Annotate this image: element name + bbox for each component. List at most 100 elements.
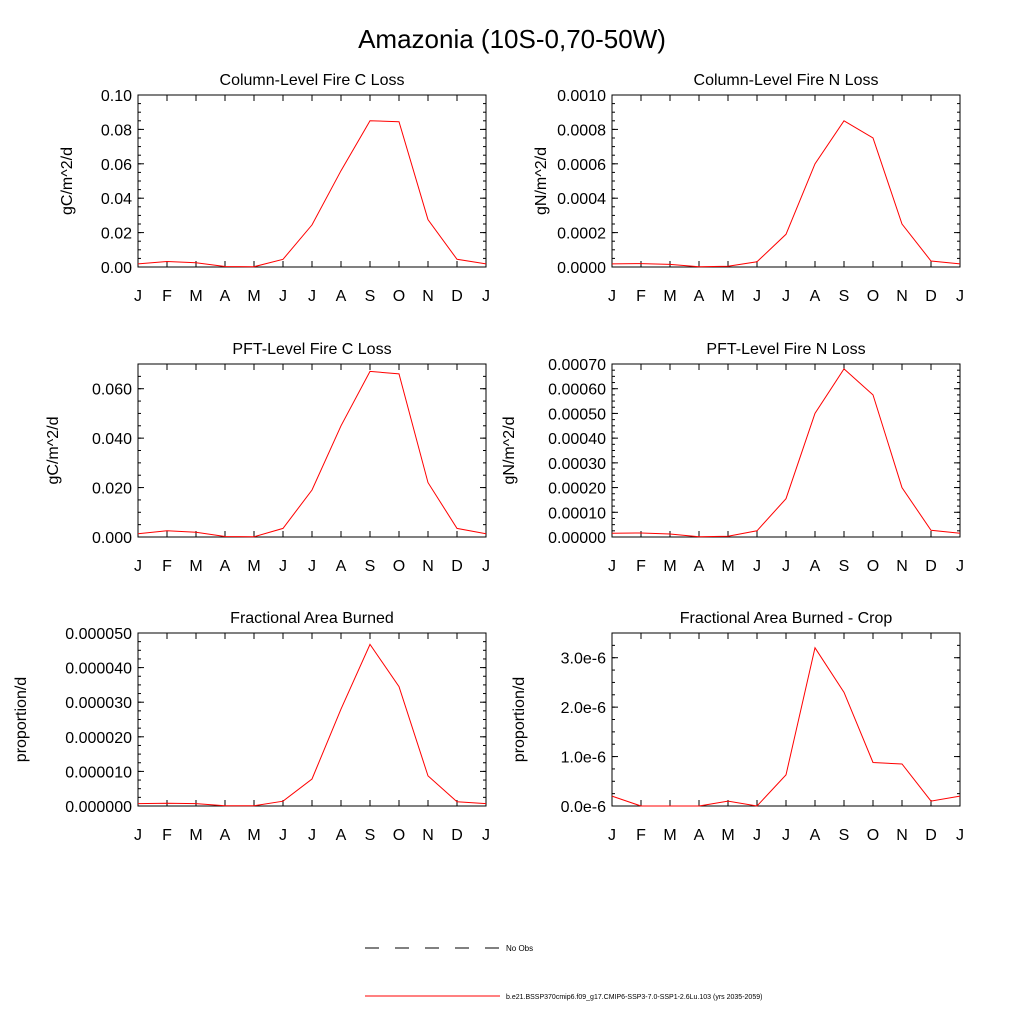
x-tick-label: F	[162, 288, 172, 305]
x-tick-label: D	[925, 827, 937, 844]
series-line	[611, 120, 961, 268]
x-tick-label: A	[810, 288, 821, 305]
chart-panel-3: PFT-Level Fire C Loss 0.000 0.020 0.040 0.06…	[45, 341, 490, 575]
y-tick-label: 0.00070	[548, 357, 606, 374]
x-tick-label: N	[896, 288, 908, 305]
x-tick-label: O	[867, 288, 879, 305]
panel-title: PFT-Level Fire N Loss	[706, 341, 865, 358]
plot-frame	[137, 363, 487, 538]
y-tick-label: 0.0010	[557, 88, 606, 105]
y-axis-label: gC/m^2/d	[45, 417, 62, 485]
x-tick-label: J	[753, 288, 761, 305]
y-tick-label: 0.0002	[557, 226, 606, 243]
y-tick-label: 0.000030	[65, 695, 132, 712]
x-tick-label: J	[753, 827, 761, 844]
x-tick-label: M	[189, 827, 202, 844]
x-tick-label: N	[422, 827, 434, 844]
legend-model-label: b.e21.BSSP370cmip6.f09_g17.CMIP6-SSP3-7.…	[506, 994, 762, 1001]
x-tick-label: M	[663, 558, 676, 575]
y-tick-label: 0.000020	[65, 730, 132, 747]
y-tick-label: 0.000040	[65, 661, 132, 678]
x-tick-label: J	[134, 827, 142, 844]
x-tick-label: M	[721, 288, 734, 305]
y-tick-label: 0.000050	[65, 626, 132, 643]
y-axis-label: proportion/d	[511, 677, 528, 762]
x-tick-label: O	[867, 558, 879, 575]
x-tick-label: S	[839, 827, 850, 844]
series-line	[137, 120, 487, 268]
y-tick-label: 0.04	[101, 191, 132, 208]
plot-frame	[137, 632, 487, 807]
x-tick-label: S	[365, 558, 376, 575]
y-tick-label: 0.02	[101, 226, 132, 243]
panel-title: Column-Level Fire N Loss	[694, 72, 879, 89]
x-tick-label: J	[279, 558, 287, 575]
y-tick-label: 0.00020	[548, 481, 606, 498]
plot-frame	[611, 94, 961, 268]
x-tick-label: J	[782, 288, 790, 305]
series-line	[137, 370, 487, 538]
y-axis-label: gC/m^2/d	[59, 147, 76, 215]
y-tick-label: 0.00010	[548, 505, 606, 522]
x-tick-label: J	[308, 558, 316, 575]
y-tick-label: 0.08	[101, 122, 132, 139]
y-tick-label: 0.0004	[557, 191, 606, 208]
x-tick-label: J	[956, 827, 964, 844]
y-tick-label: 0.00	[101, 260, 132, 277]
series-line	[611, 646, 961, 807]
x-tick-label: F	[636, 558, 646, 575]
x-tick-label: A	[694, 558, 705, 575]
chart-panel-2: Column-Level Fire N Loss 0.0000 0.0002 0.00…	[533, 72, 964, 305]
x-tick-label: S	[365, 288, 376, 305]
x-tick-label: J	[608, 288, 616, 305]
x-tick-label: J	[482, 558, 490, 575]
x-tick-label: N	[896, 558, 908, 575]
x-tick-label: J	[753, 558, 761, 575]
x-tick-label: M	[247, 827, 260, 844]
x-tick-label: J	[956, 558, 964, 575]
x-tick-label: J	[134, 288, 142, 305]
x-tick-label: J	[279, 827, 287, 844]
x-tick-label: A	[810, 827, 821, 844]
y-tick-label: 0.0008	[557, 122, 606, 139]
x-tick-label: A	[220, 288, 231, 305]
panel-title: PFT-Level Fire C Loss	[232, 341, 391, 358]
x-tick-label: D	[451, 827, 463, 844]
x-tick-label: A	[220, 558, 231, 575]
y-tick-label: 0.000010	[65, 764, 132, 781]
x-tick-label: J	[308, 827, 316, 844]
y-tick-label: 0.0006	[557, 157, 606, 174]
y-tick-label: 0.00060	[548, 382, 606, 399]
x-tick-label: M	[721, 827, 734, 844]
x-tick-label: F	[162, 827, 172, 844]
x-tick-label: J	[134, 558, 142, 575]
x-tick-label: F	[636, 288, 646, 305]
y-tick-label: 0.0000	[557, 260, 606, 277]
x-tick-label: M	[247, 558, 260, 575]
x-tick-label: M	[663, 288, 676, 305]
y-tick-label: 0.00050	[548, 406, 606, 423]
y-tick-label: 0.00000	[548, 530, 606, 547]
panel-title: Fractional Area Burned - Crop	[680, 610, 893, 627]
x-tick-label: D	[925, 558, 937, 575]
y-tick-label: 0.020	[92, 481, 132, 498]
x-tick-label: N	[422, 558, 434, 575]
x-tick-label: O	[393, 288, 405, 305]
x-tick-label: N	[896, 827, 908, 844]
x-tick-label: J	[482, 827, 490, 844]
chart-panel-5: Fractional Area Burned 0.000000 0.000010 0.…	[13, 610, 490, 844]
x-tick-label: S	[839, 288, 850, 305]
x-tick-label: J	[608, 827, 616, 844]
x-tick-label: A	[220, 827, 231, 844]
figure-title: Amazonia (10S-0,70-50W)	[358, 24, 666, 54]
plot-frame	[611, 363, 961, 538]
x-tick-label: S	[839, 558, 850, 575]
x-tick-label: J	[956, 288, 964, 305]
x-tick-label: J	[482, 288, 490, 305]
x-tick-label: J	[308, 288, 316, 305]
chart-panel-4: PFT-Level Fire N Loss 0.00000 0.00010 0.000…	[501, 341, 964, 575]
x-tick-label: O	[867, 827, 879, 844]
x-tick-label: A	[336, 827, 347, 844]
legend-obs-label: No Obs	[506, 944, 533, 953]
